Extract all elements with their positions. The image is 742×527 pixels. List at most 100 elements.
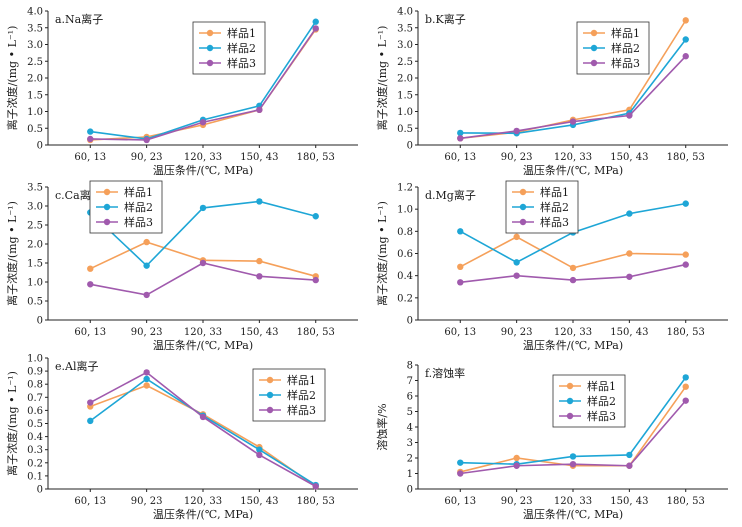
data-point bbox=[457, 129, 464, 137]
x-tick-label: 150, 43 bbox=[610, 496, 648, 507]
chart-title: b.K离子 bbox=[425, 12, 466, 26]
data-point bbox=[87, 265, 94, 272]
y-tick-label: 3.5 bbox=[27, 23, 43, 34]
y-tick-label: 8 bbox=[407, 361, 413, 372]
data-point bbox=[457, 263, 464, 270]
legend-swatch-marker bbox=[566, 382, 574, 390]
data-point bbox=[682, 251, 689, 258]
x-tick-label: 150, 43 bbox=[240, 327, 278, 338]
data-point bbox=[143, 369, 150, 376]
legend-swatch-marker bbox=[206, 59, 214, 67]
data-point bbox=[569, 264, 577, 272]
y-tick-label: 4.0 bbox=[397, 7, 413, 18]
data-point bbox=[457, 279, 464, 286]
x-tick-label: 60, 13 bbox=[74, 496, 106, 507]
chart-panel-6: 0 1 2 3 4 5 6 7 8 60, 13 90, 23 120, 33 150, 43 180, … bbox=[375, 361, 728, 521]
data-point bbox=[312, 483, 319, 490]
x-tick-label: 180, 53 bbox=[667, 327, 705, 338]
y-axis-label: 离子浓度/(mg • L⁻¹) bbox=[5, 201, 19, 306]
y-tick-label: 3.0 bbox=[27, 40, 43, 51]
legend-swatch-marker bbox=[566, 397, 574, 405]
x-tick-label: 180, 53 bbox=[667, 152, 705, 163]
y-tick-label: 7 bbox=[407, 376, 413, 387]
x-tick-label: 150, 43 bbox=[240, 496, 278, 507]
data-point bbox=[87, 281, 94, 288]
data-point bbox=[682, 53, 689, 60]
legend-swatch-marker bbox=[519, 188, 527, 196]
x-axis-label: 温压条件/(℃, MPa) bbox=[523, 507, 623, 521]
data-point bbox=[682, 200, 689, 207]
y-tick-label: 0.8 bbox=[397, 227, 413, 238]
series-line-1 bbox=[459, 235, 686, 269]
data-point bbox=[143, 291, 150, 299]
data-point bbox=[626, 462, 633, 469]
x-tick-label: 60, 13 bbox=[74, 152, 106, 163]
legend-label: 样品1 bbox=[124, 185, 153, 199]
x-tick-label: 60, 13 bbox=[444, 327, 476, 338]
y-tick-label: 0.1 bbox=[27, 471, 43, 482]
data-point bbox=[626, 112, 633, 119]
data-point bbox=[312, 213, 319, 220]
data-point bbox=[457, 228, 464, 235]
y-tick-label: 0 bbox=[407, 316, 413, 327]
x-tick-label: 60, 13 bbox=[444, 496, 476, 507]
chart-panel-3: 0 0.5 1.0 1.5 2.0 2.5 3.0 3.5 60, 13 90, 23 120, 3… bbox=[5, 180, 358, 352]
data-point bbox=[143, 375, 150, 383]
x-tick-label: 180, 53 bbox=[297, 152, 335, 163]
x-axis-label: 温压条件/(℃, MPa) bbox=[153, 163, 253, 177]
chart-title: a.Na离子 bbox=[55, 12, 103, 26]
legend-label: 样品1 bbox=[611, 26, 640, 40]
data-point bbox=[626, 273, 633, 280]
data-point bbox=[87, 417, 94, 425]
y-tick-label: 2 bbox=[407, 454, 413, 465]
data-point bbox=[513, 127, 520, 135]
data-point bbox=[569, 118, 577, 125]
x-tick-label: 180, 53 bbox=[297, 496, 335, 507]
legend-swatch-marker bbox=[590, 44, 598, 52]
legend-label: 样品3 bbox=[587, 409, 616, 423]
y-tick-label: 3.5 bbox=[397, 23, 413, 34]
chart-title: e.Al离子 bbox=[55, 359, 98, 373]
data-point bbox=[256, 257, 263, 265]
data-point bbox=[256, 106, 263, 114]
y-tick-label: 3.5 bbox=[27, 183, 43, 194]
data-point bbox=[569, 453, 577, 460]
legend-label: 样品2 bbox=[587, 394, 616, 408]
y-tick-label: 5 bbox=[407, 407, 413, 418]
legend-label: 样品2 bbox=[227, 41, 256, 55]
data-point bbox=[457, 459, 464, 466]
y-tick-label: 1.0 bbox=[397, 205, 413, 216]
legend-label: 样品2 bbox=[287, 388, 316, 402]
y-tick-label: 0 bbox=[407, 485, 413, 496]
x-tick-label: 120, 33 bbox=[184, 152, 222, 163]
x-tick-label: 120, 33 bbox=[554, 152, 592, 163]
data-point bbox=[199, 204, 207, 212]
data-point bbox=[569, 276, 577, 284]
x-tick-label: 60, 13 bbox=[74, 327, 106, 338]
data-point bbox=[199, 413, 207, 421]
y-tick-label: 4.0 bbox=[27, 7, 43, 18]
legend-swatch-marker bbox=[519, 218, 527, 226]
y-tick-label: 0 bbox=[37, 485, 43, 496]
y-tick-label: 0.5 bbox=[397, 124, 413, 135]
legend-label: 样品3 bbox=[540, 215, 569, 229]
data-point bbox=[143, 238, 150, 246]
legend-label: 样品3 bbox=[287, 403, 316, 417]
data-point bbox=[199, 259, 207, 267]
y-tick-label: 0.5 bbox=[27, 419, 43, 430]
legend-label: 样品1 bbox=[227, 26, 256, 40]
x-tick-label: 60, 13 bbox=[444, 152, 476, 163]
x-tick-label: 150, 43 bbox=[610, 327, 648, 338]
data-point bbox=[513, 462, 520, 469]
y-tick-label: 0.7 bbox=[27, 393, 43, 404]
x-axis-label: 温压条件/(℃, MPa) bbox=[153, 507, 253, 521]
y-tick-label: 3 bbox=[407, 438, 413, 449]
y-tick-label: 0.3 bbox=[27, 445, 43, 456]
legend-label: 样品3 bbox=[124, 215, 153, 229]
y-tick-label: 0.6 bbox=[397, 249, 413, 260]
y-tick-label: 1.0 bbox=[27, 107, 43, 118]
